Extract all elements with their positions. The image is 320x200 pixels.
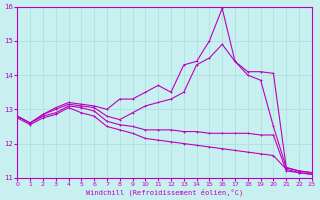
X-axis label: Windchill (Refroidissement éolien,°C): Windchill (Refroidissement éolien,°C) [86, 188, 243, 196]
